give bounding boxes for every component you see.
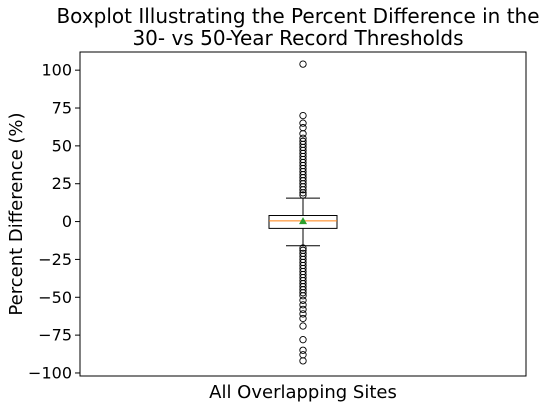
chart-title-line-2: 30- vs 50-Year Record Thresholds bbox=[132, 26, 463, 50]
plot-frame bbox=[79, 51, 527, 377]
outlier-point bbox=[299, 296, 307, 304]
y-axis: −100 −75 −50 −25 0 25 50 75 100 bbox=[28, 61, 80, 382]
y-tick-label: 25 bbox=[52, 174, 72, 193]
y-tick-label: −50 bbox=[38, 288, 72, 307]
y-axis-label: Percent Difference (%) bbox=[6, 112, 27, 315]
y-tick-label: 0 bbox=[62, 212, 72, 231]
y-tick-label: 50 bbox=[52, 136, 72, 155]
outlier-point bbox=[299, 301, 307, 309]
outlier-point bbox=[299, 189, 307, 197]
y-tick-label: −25 bbox=[38, 250, 72, 269]
outlier-point bbox=[299, 357, 307, 365]
outlier-point bbox=[299, 289, 307, 297]
outlier-point bbox=[299, 314, 307, 323]
y-tick-label: 100 bbox=[41, 61, 72, 80]
outlier-point bbox=[299, 310, 307, 318]
outlier-points bbox=[299, 60, 307, 365]
outlier-point bbox=[299, 336, 307, 344]
outlier-point bbox=[299, 124, 307, 132]
chart-title-line-1: Boxplot Illustrating the Percent Differe… bbox=[56, 4, 539, 28]
outlier-point bbox=[299, 60, 307, 68]
outlier-point bbox=[299, 351, 307, 359]
outlier-point bbox=[299, 119, 307, 127]
outlier-point bbox=[299, 111, 307, 120]
y-tick-label: 75 bbox=[52, 99, 72, 118]
y-tick-label: −100 bbox=[28, 363, 72, 382]
outlier-point bbox=[299, 322, 307, 330]
box-group bbox=[268, 197, 338, 247]
outlier-point bbox=[299, 186, 307, 194]
mean-marker bbox=[299, 217, 307, 225]
outlier-point bbox=[299, 305, 307, 314]
outlier-point bbox=[299, 191, 307, 199]
outlier-point bbox=[299, 244, 307, 252]
x-axis-label: All Overlapping Sites bbox=[209, 382, 397, 403]
outlier-point bbox=[299, 292, 307, 300]
y-tick-label: −75 bbox=[38, 326, 72, 345]
outlier-point bbox=[299, 346, 307, 354]
outlier-point bbox=[299, 130, 307, 138]
interquartile-box bbox=[268, 215, 338, 229]
